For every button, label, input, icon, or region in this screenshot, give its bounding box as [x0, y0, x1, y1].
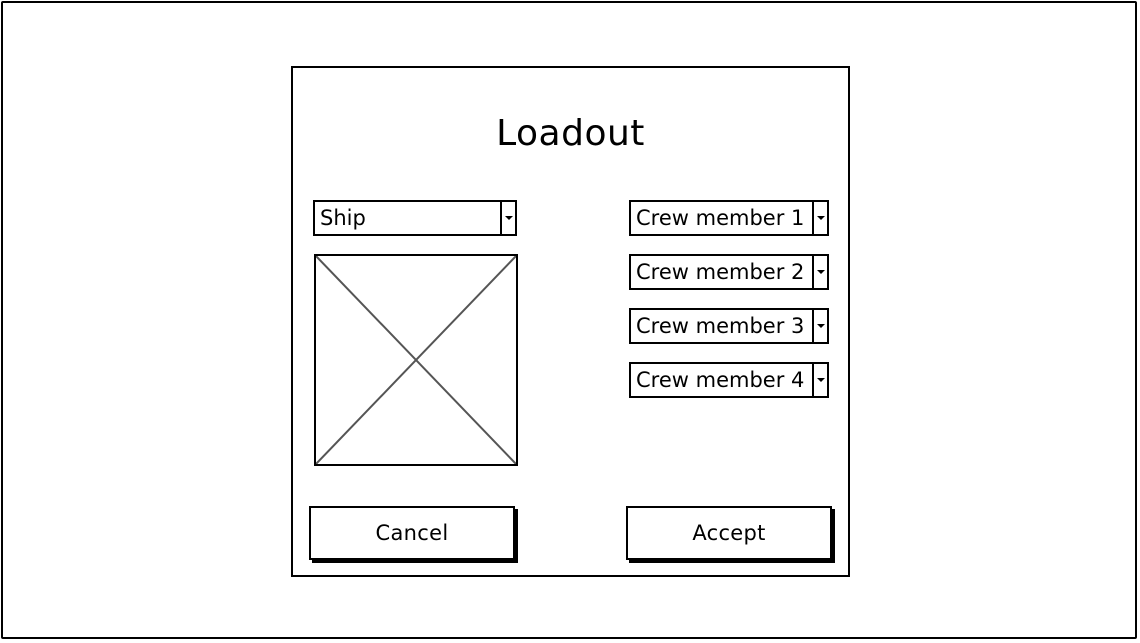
chevron-down-icon[interactable] [812, 202, 827, 234]
chevron-down-icon[interactable] [812, 310, 827, 342]
cancel-button[interactable]: Cancel [309, 506, 515, 560]
chevron-down-icon[interactable] [812, 364, 827, 396]
crew-member-2-value: Crew member 2 [636, 260, 805, 284]
crew-member-2-select[interactable]: Crew member 2 [629, 254, 829, 290]
ship-select-value: Ship [320, 206, 366, 230]
loadout-dialog: Loadout Ship Crew member 1 Crew member 2… [291, 66, 850, 577]
crew-member-3-value: Crew member 3 [636, 314, 805, 338]
ship-image-placeholder [314, 254, 518, 466]
image-placeholder-icon [316, 256, 516, 464]
chevron-down-icon[interactable] [500, 202, 515, 234]
chevron-down-icon[interactable] [812, 256, 827, 288]
dialog-title: Loadout [496, 113, 645, 154]
accept-button[interactable]: Accept [626, 506, 832, 560]
crew-member-3-select[interactable]: Crew member 3 [629, 308, 829, 344]
crew-member-1-value: Crew member 1 [636, 206, 805, 230]
ship-select[interactable]: Ship [313, 200, 517, 236]
crew-member-4-value: Crew member 4 [636, 368, 805, 392]
crew-member-1-select[interactable]: Crew member 1 [629, 200, 829, 236]
crew-member-4-select[interactable]: Crew member 4 [629, 362, 829, 398]
